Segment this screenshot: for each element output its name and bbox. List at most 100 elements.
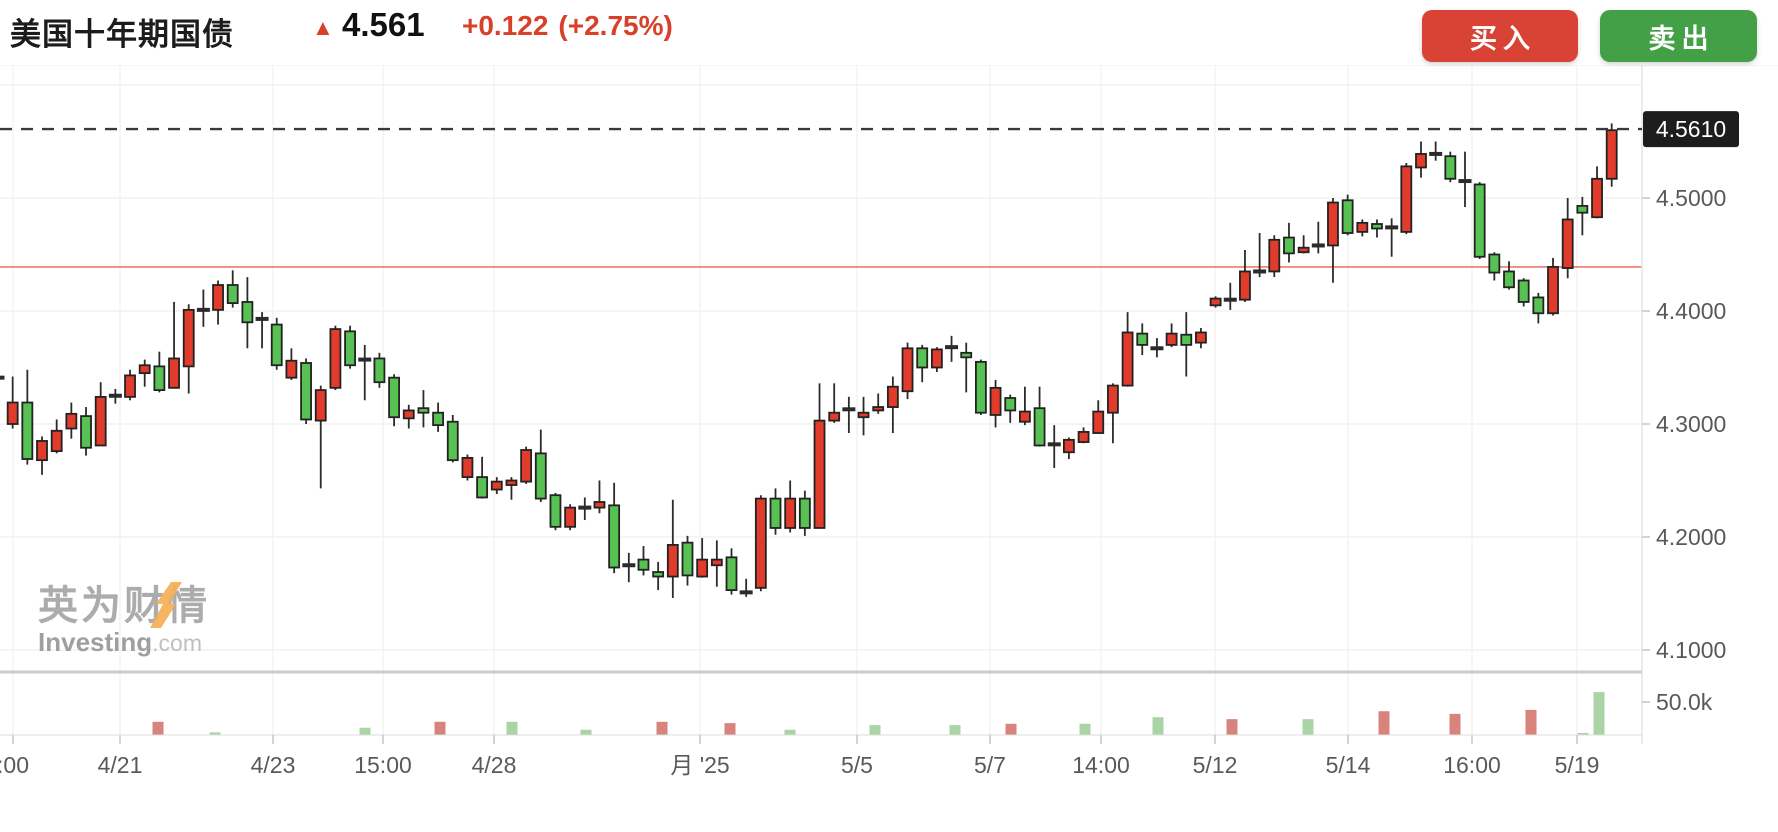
volume-bar	[1226, 719, 1238, 735]
candle-body	[1532, 296, 1545, 315]
time-axis-label: 14:00	[1072, 752, 1130, 778]
candle-body	[373, 357, 386, 384]
time-axis-label: 16:00	[1443, 752, 1501, 778]
candle	[813, 383, 826, 529]
sell-button[interactable]: 卖出	[1600, 10, 1757, 62]
candle-body	[1180, 333, 1193, 346]
candle	[886, 376, 899, 434]
candle	[285, 348, 298, 380]
candle-body	[65, 412, 78, 430]
time-axis-label: 4/21	[98, 752, 143, 778]
candle	[578, 497, 592, 521]
candle	[446, 414, 459, 463]
candle	[1385, 218, 1399, 257]
candle	[945, 335, 959, 362]
candle-body	[461, 456, 474, 479]
candle	[1371, 219, 1383, 238]
candle	[300, 358, 312, 424]
instrument-header: 美国十年期国债 ▲ 4.561 +0.122 (+2.75%) 买入 卖出	[0, 0, 1778, 65]
candle	[80, 407, 92, 456]
candle-body	[520, 449, 533, 483]
candle	[1209, 296, 1222, 308]
candle-body	[1297, 246, 1310, 254]
volume-bar	[580, 729, 592, 735]
candle-body	[1004, 397, 1017, 412]
candle-body	[1121, 331, 1134, 387]
candle	[564, 504, 577, 531]
candle-body	[344, 330, 356, 367]
candle	[1063, 437, 1075, 460]
candle	[196, 289, 210, 327]
candle-body	[417, 407, 430, 414]
candle	[549, 492, 562, 531]
candle-body	[1576, 205, 1589, 214]
candle-body	[80, 415, 92, 449]
candle	[50, 419, 63, 454]
candle	[1136, 323, 1149, 356]
volume-axis-label: 50.0k	[1656, 689, 1713, 715]
candle	[710, 540, 723, 587]
candle	[1092, 400, 1105, 434]
candle	[842, 396, 856, 434]
doji-body	[358, 357, 372, 362]
current-price-badge: 4.5610	[1643, 111, 1739, 148]
volume-bar	[359, 727, 371, 735]
candle-body	[21, 401, 34, 460]
buy-button[interactable]: 买入	[1422, 10, 1578, 62]
candle	[1488, 252, 1501, 281]
candle-body	[476, 476, 489, 499]
candle	[241, 277, 254, 349]
candle	[520, 446, 533, 484]
candle	[182, 304, 195, 394]
candle	[1356, 219, 1369, 237]
doji-body	[739, 590, 753, 595]
candle	[1400, 162, 1413, 235]
candle	[1576, 196, 1589, 236]
price-axis-label: 4.5000	[1656, 185, 1726, 211]
candle	[0, 375, 5, 380]
volume-bar	[949, 725, 961, 735]
candle-body	[1136, 332, 1149, 346]
candle	[652, 561, 665, 591]
candle-body	[886, 385, 899, 408]
candle-body	[138, 364, 151, 375]
doji-body	[0, 375, 5, 380]
doji-body	[1458, 179, 1472, 184]
candle-body	[916, 347, 929, 369]
candle	[1268, 235, 1281, 278]
candle-body	[1488, 253, 1501, 274]
candle	[1180, 312, 1193, 377]
candle-body	[1195, 331, 1207, 344]
doji-body	[945, 345, 959, 350]
candle-body	[50, 429, 63, 453]
candle-body	[974, 360, 987, 414]
price-axis-label: 4.1000	[1656, 637, 1726, 663]
candle	[960, 342, 973, 393]
volume-bar	[656, 721, 668, 735]
price-axis[interactable]: 4.5000 4.4000 4.3000 4.2000 4.1000 50.0k	[1642, 185, 1726, 715]
price-axis-label: 4.4000	[1656, 298, 1726, 324]
candle	[1150, 338, 1164, 358]
candle	[608, 482, 621, 574]
candle-body	[1268, 238, 1281, 273]
current-price-badge-bg	[1643, 111, 1739, 148]
candle-body	[696, 558, 709, 578]
change-value: +0.122	[462, 10, 549, 41]
candle-body	[226, 284, 239, 304]
candle	[344, 325, 356, 369]
candle-body	[1092, 410, 1105, 434]
time-axis[interactable]: :00 4/21 4/23 15:00 4/28 月 '25 5/5 5/7 14:00 5/12…	[0, 735, 1599, 778]
volume-bar	[1525, 709, 1537, 735]
time-axis-label: 4/28	[472, 752, 517, 778]
last-price: 4.561	[342, 6, 425, 43]
volume-bar	[152, 721, 164, 735]
volume-bar	[1005, 723, 1017, 735]
candle-body	[872, 406, 885, 412]
candle	[1591, 166, 1603, 219]
candle-body	[1107, 384, 1119, 414]
candle	[1121, 312, 1134, 387]
candle-body	[666, 544, 679, 578]
candle	[505, 477, 518, 500]
candle-body	[534, 452, 547, 500]
